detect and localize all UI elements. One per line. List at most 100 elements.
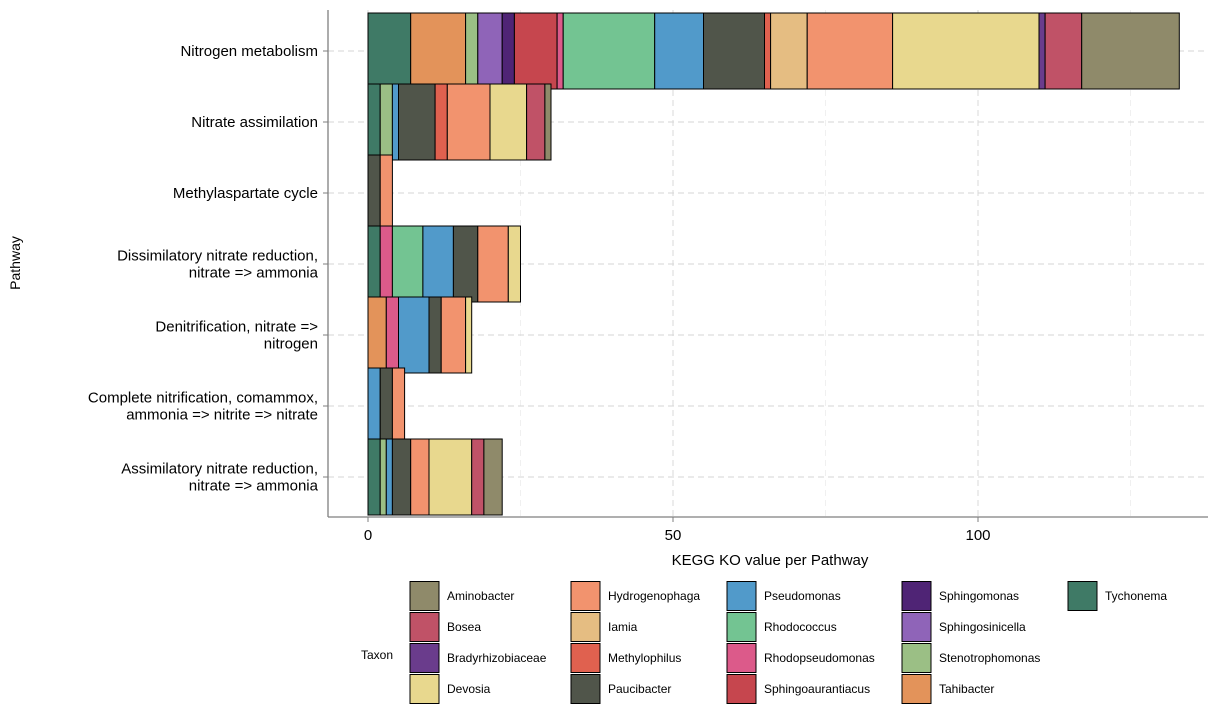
- bar-segment: [507, 225, 521, 303]
- legend-label: Paucibacter: [608, 682, 671, 696]
- bar-segment: [398, 296, 430, 374]
- y-tick-label: Assimilatory nitrate reduction, nitrate =…: [121, 461, 318, 495]
- x-tick-label: 0: [364, 527, 372, 544]
- legend-swatch: [901, 674, 932, 704]
- legend-label: Hydrogenophaga: [608, 589, 700, 603]
- bars: [367, 12, 1180, 516]
- bar-segment: [526, 83, 546, 161]
- bar-segment: [367, 12, 412, 90]
- bar-segment: [379, 83, 393, 161]
- bar-segment: [410, 12, 467, 90]
- bar-segment: [654, 12, 705, 90]
- bar-segment: [1081, 12, 1180, 90]
- legend-swatch: [409, 643, 440, 673]
- legend-label: Sphingoaurantiacus: [764, 682, 870, 696]
- bar-segment: [477, 225, 509, 303]
- axes: 0 50 100 Nitrogen metabolism Nitrate assimil…: [88, 10, 1208, 544]
- legend-swatch: [901, 643, 932, 673]
- bar-segment: [367, 225, 381, 303]
- bar-segment: [806, 12, 894, 90]
- bar-segment: [367, 367, 381, 445]
- legend-label: Tahibacter: [939, 682, 994, 696]
- legend-label: Devosia: [447, 682, 491, 696]
- bar-segment: [446, 83, 491, 161]
- bar-segment: [544, 83, 552, 161]
- legend-label: Tychonema: [1105, 589, 1167, 603]
- bar-segment: [483, 438, 503, 516]
- legend-label: Rhodococcus: [764, 620, 837, 634]
- legend-label: Methylophilus: [608, 651, 681, 665]
- y-tick-label: Nitrogen metabolism: [180, 43, 318, 60]
- y-tick-label: Denitrification, nitrate => nitrogen: [155, 319, 318, 353]
- bar-segment: [391, 83, 399, 161]
- legend: Taxon Aminobacter Bosea Bradyrhizobiaceae D…: [361, 581, 1167, 704]
- bar-segment: [465, 296, 473, 374]
- bar-segment: [465, 12, 479, 90]
- bar-segment: [440, 296, 467, 374]
- y-axis-title: Pathway: [7, 236, 23, 290]
- bar-segment: [367, 83, 381, 161]
- bar-segment: [379, 225, 393, 303]
- bar-segment: [562, 12, 656, 90]
- legend-swatch: [726, 581, 757, 611]
- bar-segment: [428, 296, 442, 374]
- bar-segment: [513, 12, 558, 90]
- legend-swatch: [570, 643, 601, 673]
- legend-swatch: [570, 581, 601, 611]
- bar-segment: [770, 12, 808, 90]
- legend-label: Sphingosinicella: [939, 620, 1026, 634]
- legend-label: Pseudomonas: [764, 589, 841, 603]
- bar-segment: [1038, 12, 1046, 90]
- legend-swatch: [409, 612, 440, 642]
- legend-label: Bosea: [447, 620, 481, 634]
- y-tick-label: Methylaspartate cycle: [173, 185, 318, 202]
- bar-segment: [764, 12, 772, 90]
- legend-swatch: [409, 674, 440, 704]
- y-tick-label: Nitrate assimilation: [191, 114, 318, 131]
- bar-segment: [1044, 12, 1083, 90]
- bar-segment: [892, 12, 1040, 90]
- bar-segment: [556, 12, 564, 90]
- bar-segment: [385, 296, 399, 374]
- bar-segment: [471, 438, 485, 516]
- bar-segment: [379, 154, 393, 232]
- bar-segment: [501, 12, 515, 90]
- bar-segment: [452, 225, 479, 303]
- bar-segment: [477, 12, 503, 90]
- bar-segment: [367, 438, 381, 516]
- bar-segment: [398, 83, 436, 161]
- bar-segment: [379, 367, 393, 445]
- y-tick-label: Complete nitrification, comammox, ammonia…: [88, 390, 318, 424]
- legend-swatch: [726, 612, 757, 642]
- legend-swatch: [570, 674, 601, 704]
- legend-swatch: [901, 581, 932, 611]
- x-axis-title: KEGG KO value per Pathway: [672, 552, 869, 569]
- bar-segment: [391, 438, 412, 516]
- legend-swatch: [1067, 581, 1098, 611]
- bar-segment: [367, 296, 387, 374]
- bar-segment: [367, 154, 381, 232]
- legend-label: Iamia: [608, 620, 638, 634]
- legend-swatch: [409, 581, 440, 611]
- legend-label: Aminobacter: [447, 589, 514, 603]
- bar-segment: [391, 367, 406, 445]
- bar-segment: [379, 438, 387, 516]
- x-tick-label: 100: [965, 527, 990, 544]
- bar-segment: [489, 83, 528, 161]
- legend-swatch: [726, 674, 757, 704]
- bar-segment: [703, 12, 765, 90]
- legend-title: Taxon: [361, 648, 393, 662]
- legend-swatch: [726, 643, 757, 673]
- bar-segment: [428, 438, 473, 516]
- bar-segment: [385, 438, 393, 516]
- bar-segment: [422, 225, 454, 303]
- bar-segment: [391, 225, 424, 303]
- legend-swatch: [570, 612, 601, 642]
- legend-label: Rhodopseudomonas: [764, 651, 875, 665]
- x-tick-label: 50: [665, 527, 682, 544]
- bar-segment: [410, 438, 430, 516]
- y-tick-label: Dissimilatory nitrate reduction, nitrate …: [117, 248, 319, 282]
- legend-label: Sphingomonas: [939, 589, 1019, 603]
